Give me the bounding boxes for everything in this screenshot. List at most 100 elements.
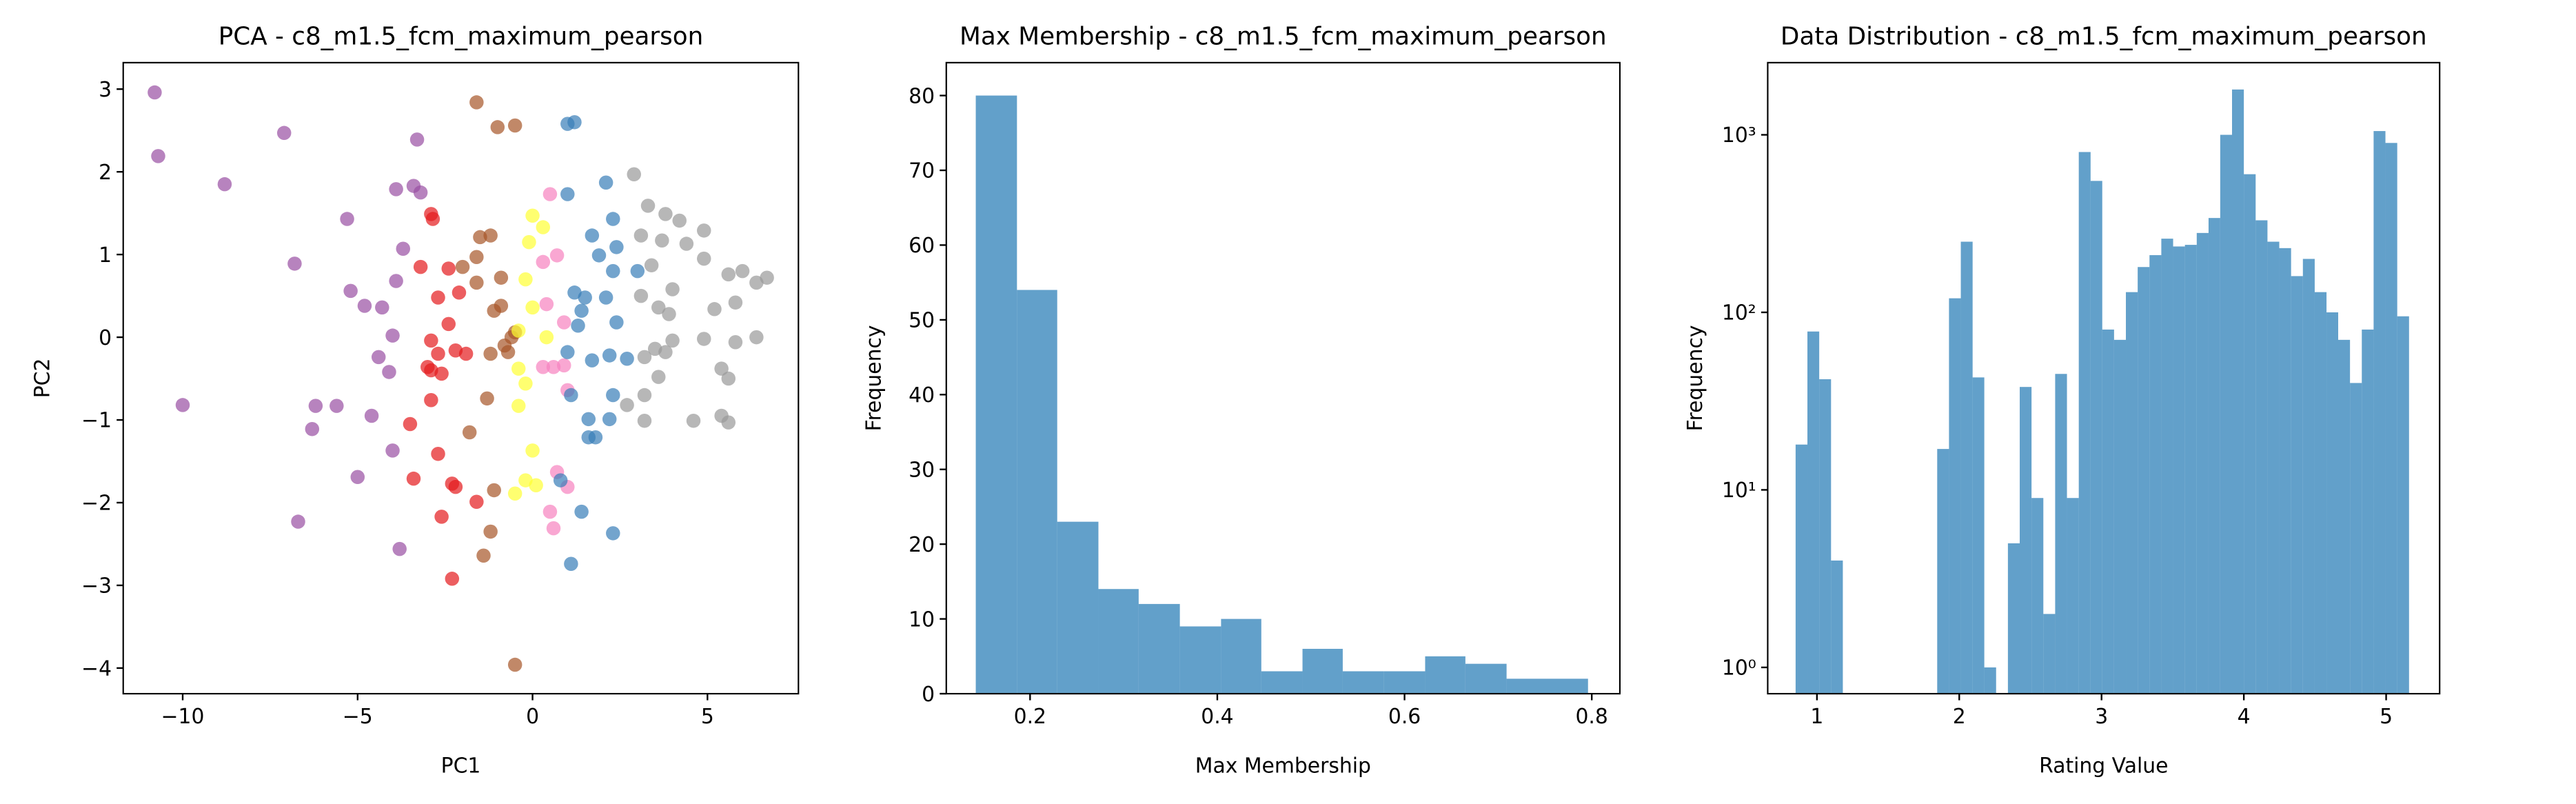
point	[385, 328, 400, 343]
point	[511, 323, 526, 338]
point	[469, 275, 484, 290]
y-tick-label: 10²	[1722, 301, 1756, 325]
point	[591, 248, 607, 263]
x-tick-label: 0.8	[1575, 705, 1608, 729]
point	[637, 413, 652, 428]
point	[644, 258, 659, 272]
y-tick-label: 0	[922, 683, 935, 707]
point	[357, 299, 372, 313]
point	[452, 285, 467, 300]
x-tick-label: −5	[343, 705, 373, 729]
point	[448, 479, 463, 494]
bar	[2067, 498, 2079, 694]
bar	[2173, 246, 2185, 694]
point	[507, 118, 523, 133]
point	[455, 259, 470, 274]
point	[507, 657, 523, 672]
bar	[1383, 671, 1426, 694]
x-tick-label: 0	[526, 705, 539, 729]
y-tick-label: −3	[81, 574, 112, 599]
bar	[1138, 603, 1180, 694]
y-tick-label: 10⁰	[1722, 656, 1756, 681]
point	[686, 413, 701, 428]
chart-title: PCA - c8_m1.5_fcm_maximum_pearson	[219, 23, 704, 51]
y-tick-label: 30	[909, 458, 935, 482]
point	[637, 350, 652, 365]
bar	[1819, 379, 1832, 694]
bar	[2196, 232, 2209, 694]
point	[340, 212, 354, 226]
axes-frame	[945, 61, 1621, 695]
point	[546, 360, 561, 374]
point	[276, 125, 292, 141]
point	[175, 398, 190, 412]
point	[560, 345, 575, 359]
bar	[1302, 648, 1343, 694]
bar	[2208, 218, 2220, 694]
point	[424, 392, 438, 408]
y-tick-label: −1	[81, 409, 112, 433]
y-tick-label: 60	[909, 234, 935, 258]
point	[633, 288, 649, 303]
point	[458, 346, 474, 361]
bar	[2126, 292, 2138, 694]
bar	[2113, 339, 2127, 694]
point	[291, 514, 305, 529]
bar	[1098, 589, 1139, 694]
point	[431, 290, 445, 305]
y-axis-label: PC2	[30, 359, 54, 399]
point	[305, 421, 320, 436]
bar	[1960, 241, 1973, 694]
bar	[1937, 449, 1949, 694]
point	[553, 473, 568, 488]
x-axis-label: Rating Value	[2039, 754, 2168, 778]
point	[606, 212, 620, 226]
point	[707, 302, 722, 316]
bar	[1972, 377, 1985, 694]
point	[469, 494, 484, 510]
y-tick-label: 10¹	[1722, 479, 1756, 503]
y-tick-label: 80	[909, 84, 935, 108]
point	[651, 370, 666, 384]
point	[396, 241, 411, 256]
point	[469, 250, 484, 264]
point	[490, 120, 505, 134]
point	[602, 412, 617, 427]
bar	[1506, 679, 1547, 694]
point	[518, 376, 533, 391]
y-tick-label: −2	[81, 492, 112, 516]
y-tick-label: 40	[909, 383, 935, 408]
point	[735, 263, 750, 279]
bar	[1984, 667, 1996, 694]
point	[329, 399, 344, 413]
point	[375, 300, 389, 315]
bar	[2220, 134, 2233, 694]
point	[672, 213, 687, 228]
point	[665, 282, 680, 297]
bar	[1179, 626, 1221, 694]
point	[364, 408, 379, 423]
bar	[2302, 259, 2315, 694]
point	[536, 220, 551, 234]
point	[539, 330, 554, 345]
point	[574, 303, 589, 318]
x-tick-label: 1	[1810, 705, 1823, 729]
point	[434, 366, 449, 381]
point	[511, 361, 526, 376]
bar	[1831, 560, 1843, 694]
point	[606, 263, 620, 279]
point	[542, 187, 558, 201]
point	[487, 483, 501, 498]
bar	[2291, 276, 2303, 694]
bar	[1425, 656, 1466, 694]
point	[696, 332, 711, 346]
point	[350, 470, 365, 485]
bar	[2362, 329, 2374, 694]
x-tick-label: −10	[161, 705, 205, 729]
point	[749, 330, 764, 345]
point	[609, 240, 624, 254]
bar	[1057, 521, 1099, 694]
point	[714, 361, 729, 376]
